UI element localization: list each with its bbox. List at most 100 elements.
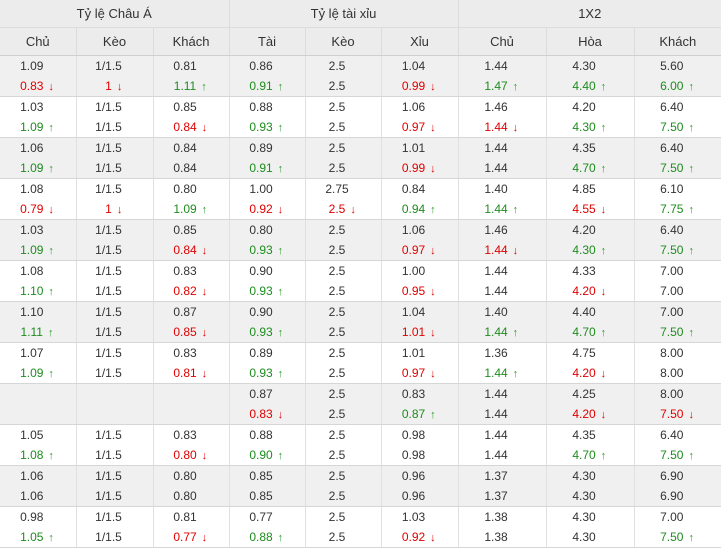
- odds-cell-live: 1/1.5: [76, 363, 154, 384]
- arrow-down-icon: ↓: [201, 122, 208, 134]
- col-header-away: Khách: [153, 27, 230, 56]
- odds-value: 1: [105, 202, 112, 216]
- odds-value: 0.84: [401, 182, 426, 196]
- arrow-down-icon: ↓: [116, 204, 123, 216]
- odds-value: 6.90: [660, 469, 684, 483]
- odds-cell-live: 0.97 ↓: [381, 240, 459, 261]
- odds-value: 7.50: [660, 530, 684, 544]
- odds-cell-open: 2.5: [305, 96, 382, 117]
- odds-cell-open: 0.87: [153, 301, 230, 322]
- odds-value: 1.36: [484, 346, 508, 360]
- odds-cell-live: 7.50 ↑: [634, 117, 721, 138]
- odds-cell-open: 0.90: [229, 260, 306, 281]
- odds-value: 4.30: [572, 510, 596, 524]
- odds-cell-open: 1.06: [0, 137, 77, 158]
- odds-cell-live: 7.50 ↑: [634, 527, 721, 548]
- odds-value: 0.89: [249, 141, 273, 155]
- odds-value: 1.03: [20, 223, 44, 237]
- odds-value: 1.10: [20, 284, 44, 298]
- odds-value: 2.5: [328, 120, 346, 134]
- odds-value: 4.30: [572, 243, 596, 257]
- arrow-up-icon: ↑: [201, 204, 208, 216]
- odds-value: 1/1.5: [95, 120, 122, 134]
- odds-cell-open: 6.40: [634, 137, 721, 158]
- odds-cell-open: 4.35: [546, 137, 635, 158]
- odds-cell-live: 1.09 ↑: [0, 363, 77, 384]
- odds-cell-open: 1.44: [458, 137, 547, 158]
- odds-cell-live: 2.5: [305, 281, 382, 302]
- odds-value: 1/1.5: [95, 141, 122, 155]
- odds-cell-live: 0.83 ↓: [0, 76, 77, 97]
- odds-value: 1.44: [484, 366, 508, 380]
- odds-cell-open: 4.30: [546, 55, 635, 76]
- odds-value: 1.10: [20, 305, 44, 319]
- odds-value: 0.97: [401, 243, 426, 257]
- arrow-up-icon: ↑: [277, 122, 284, 134]
- arrow-down-icon: ↓: [277, 409, 284, 421]
- odds-cell-live: 2.5: [305, 486, 382, 507]
- odds-cell-open: 6.40: [634, 425, 721, 446]
- odds-cell-live: 4.20 ↓: [546, 281, 635, 302]
- match-row-open: 1.06 1/1.5 0.84 0.89 2.5 1.01 1.44 4.35 6.40: [0, 137, 721, 158]
- arrow-down-icon: ↓: [430, 532, 436, 544]
- odds-cell-live: 0.85 ↓: [153, 322, 230, 343]
- odds-cell-open: 0.88: [229, 96, 306, 117]
- odds-value: 1.06: [401, 100, 426, 114]
- arrow-up-icon: ↑: [277, 532, 284, 544]
- odds-value: 2.5: [328, 59, 346, 73]
- odds-value: 6.90: [660, 489, 684, 503]
- odds-value: 0.91: [249, 161, 273, 175]
- odds-value: 1.44: [484, 202, 508, 216]
- odds-value: 0.92: [401, 530, 426, 544]
- odds-cell-live: 2.5: [305, 117, 382, 138]
- odds-cell-open: 1.00: [229, 178, 306, 199]
- odds-cell-live: 1.06: [0, 486, 77, 507]
- odds-value: 1/1.5: [95, 284, 122, 298]
- arrow-down-icon: ↓: [201, 532, 208, 544]
- odds-cell-open: 0.85: [153, 96, 230, 117]
- arrow-up-icon: ↑: [201, 81, 207, 93]
- odds-value: 1.06: [401, 223, 426, 237]
- arrow-up-icon: ↑: [48, 286, 54, 298]
- odds-cell-open: 0.80: [153, 178, 230, 199]
- odds-value: 0.77: [249, 510, 273, 524]
- odds-cell-open: 1.00: [381, 260, 459, 281]
- odds-value: 1/1.5: [95, 305, 122, 319]
- odds-cell-live: 0.81 ↓: [153, 363, 230, 384]
- odds-cell-open: 1/1.5: [76, 178, 154, 199]
- match-row-open: 1.03 1/1.5 0.85 0.88 2.5 1.06 1.46 4.20 6.40: [0, 96, 721, 117]
- odds-value: 4.30: [572, 530, 596, 544]
- odds-cell-live: 7.50 ↓: [634, 404, 721, 425]
- odds-cell-live: 2.5: [305, 404, 382, 425]
- odds-cell-live: 1.44 ↓: [458, 117, 547, 138]
- odds-value: 1.09: [20, 59, 44, 73]
- odds-cell-live: 1.44 ↓: [458, 240, 547, 261]
- odds-value: 7.00: [660, 510, 684, 524]
- odds-value: 1.09: [20, 161, 44, 175]
- odds-cell-open: 0.83: [153, 260, 230, 281]
- odds-value: 0.83: [173, 346, 197, 360]
- col-header-line: Kèo: [305, 27, 382, 56]
- odds-value: 6.40: [660, 141, 684, 155]
- arrow-down-icon: ↓: [116, 81, 123, 93]
- column-header-row: Chủ Kèo Khách Tài Kèo Xỉu Chủ Hòa Khách: [0, 27, 721, 56]
- odds-cell-live: 1.10 ↑: [0, 281, 77, 302]
- odds-cell-live: 1.44 ↑: [458, 322, 547, 343]
- odds-value: 1.40: [484, 182, 508, 196]
- odds-value: 7.50: [660, 325, 684, 339]
- odds-value: 0.93: [249, 366, 273, 380]
- match-row-live: 1.09 ↑ 1/1.5 0.84 0.91 ↑ 2.5 0.99 ↓ 1.44 4.70 ↑ 7.50…: [0, 158, 721, 179]
- odds-value: 0.77: [173, 530, 197, 544]
- match-row-open: 0.87 2.5 0.83 1.44 4.25 8.00: [0, 383, 721, 404]
- odds-cell-open: 1.01: [381, 342, 459, 363]
- odds-cell-open: 1.46: [458, 219, 547, 240]
- odds-cell-live: 2.5: [305, 363, 382, 384]
- odds-value: 1.00: [401, 264, 426, 278]
- odds-cell-live: 4.30 ↑: [546, 240, 635, 261]
- odds-cell-live: 0.98: [381, 445, 459, 466]
- odds-cell-live: 2.5: [305, 322, 382, 343]
- odds-value: 6.40: [660, 223, 684, 237]
- arrow-down-icon: ↓: [48, 204, 54, 216]
- odds-cell-live: 0.93 ↑: [229, 240, 306, 261]
- odds-cell-live: 4.30: [546, 486, 635, 507]
